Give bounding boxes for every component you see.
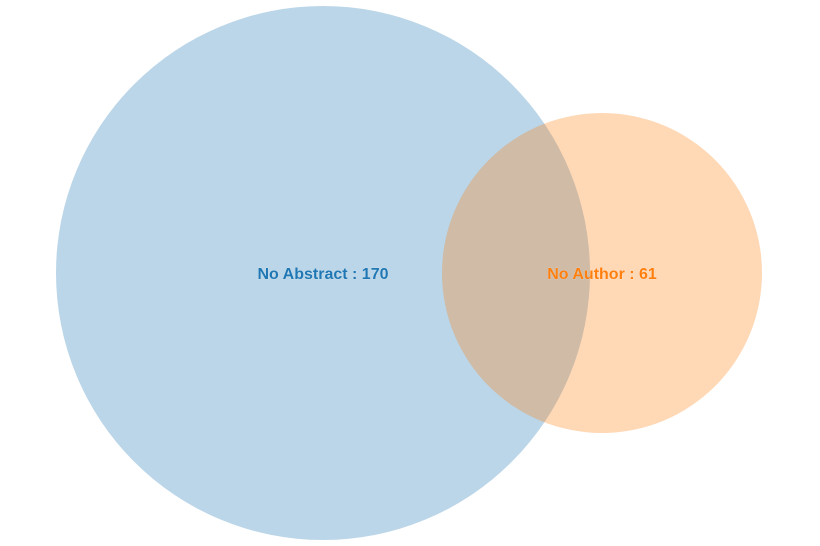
set-circle-no-author (442, 113, 762, 433)
set-label-no-author: No Author : 61 (547, 266, 657, 283)
set-label-no-abstract: No Abstract : 170 (258, 266, 389, 283)
set-circle-no-abstract (56, 6, 590, 540)
